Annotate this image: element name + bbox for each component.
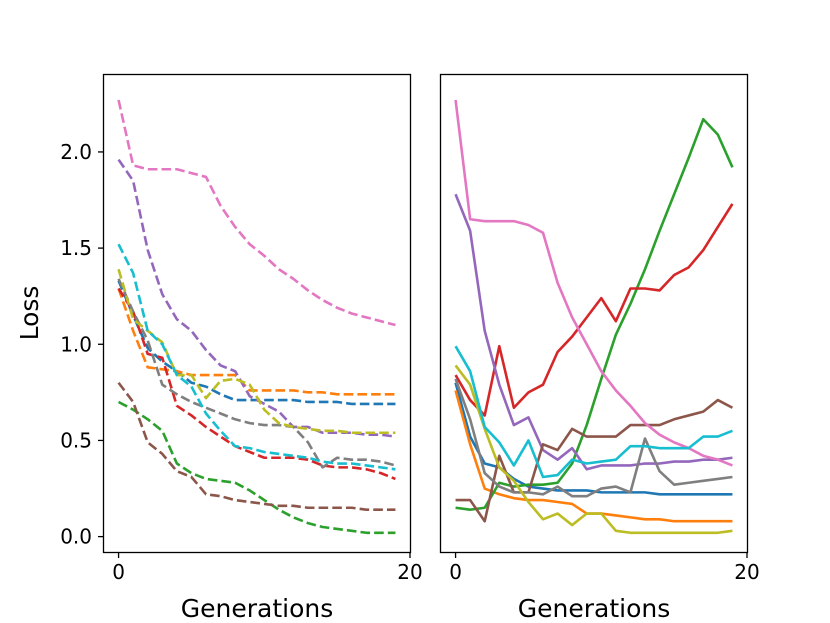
right-series-layer — [454, 99, 734, 535]
left-series-layer — [117, 99, 396, 535]
left-y-tick-label-2: 1.0 — [60, 332, 92, 356]
left-series-cyan-line — [117, 243, 396, 471]
left-series-purple-line — [117, 158, 396, 438]
left-series-gray-line — [117, 278, 396, 469]
left-series-green-line — [117, 400, 396, 535]
right-series-purple-line — [454, 193, 733, 471]
left-axes-frame — [102, 73, 412, 554]
left-y-tick-label-4: 2.0 — [60, 140, 92, 164]
right-series-olive-line — [454, 364, 733, 535]
right-x-axis-label: Generations — [518, 594, 671, 623]
left-y-tick-label-1: 0.5 — [60, 428, 92, 452]
right-axes-frame — [439, 73, 749, 554]
left-y-tick-label-3: 1.5 — [60, 236, 92, 260]
right-ticks-layer: 0 20 — [449, 552, 760, 584]
right-series-brown-line — [455, 398, 734, 523]
left-y-tick-label-0: 0.0 — [60, 525, 92, 549]
right-series-green-line — [455, 117, 734, 511]
left-series-pink-line — [117, 99, 396, 327]
left-series-brown-line — [117, 381, 396, 511]
left-y-axis-label: Loss — [15, 286, 44, 341]
right-panel: 0 20 Generations — [439, 73, 760, 623]
right-series-cyan-line — [454, 345, 733, 479]
right-x-tick-label-20: 20 — [734, 560, 759, 584]
left-ticks-layer: 0 20 0.0 0.5 1.0 1.5 2.0 — [60, 140, 423, 584]
left-x-axis-label: Generations — [181, 594, 334, 623]
left-panel: 0 20 0.0 0.5 1.0 1.5 2.0 Loss Generations — [15, 73, 423, 623]
right-series-red-line — [454, 203, 734, 417]
right-series-gray-line — [454, 378, 733, 498]
left-x-tick-label-20: 20 — [397, 560, 422, 584]
right-x-tick-label-0: 0 — [449, 560, 462, 584]
left-x-tick-label-0: 0 — [112, 560, 125, 584]
left-series-olive-line — [117, 268, 396, 435]
